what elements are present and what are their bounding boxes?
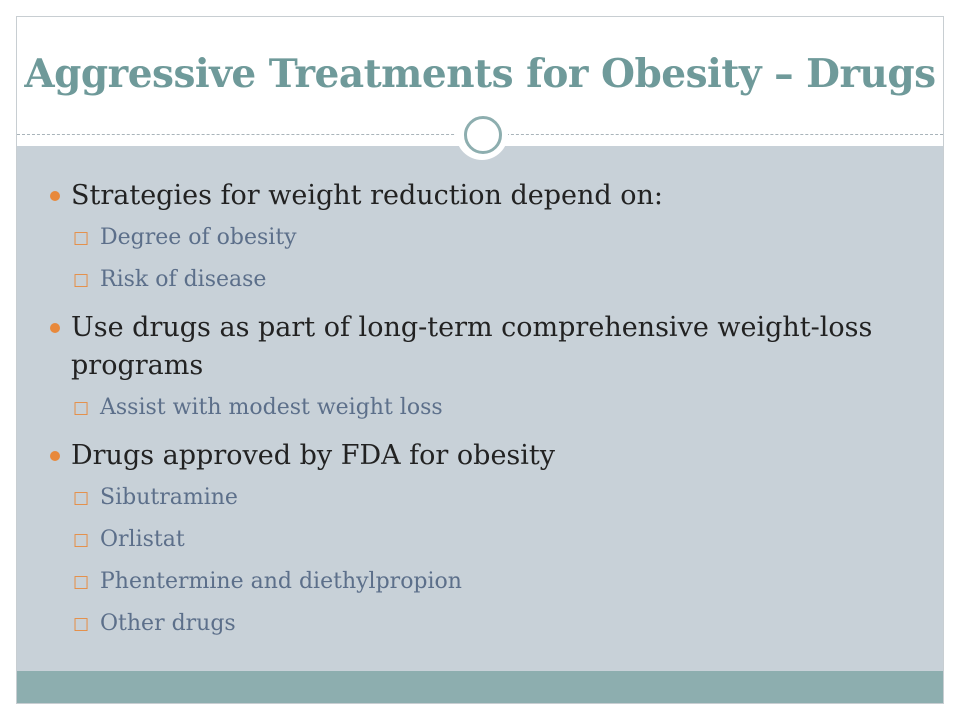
sub-bullet-group: □ Degree of obesity □ Risk of disease [17, 217, 943, 301]
bullet-text: Use drugs as part of long-term comprehen… [71, 312, 873, 381]
ring-ornament-icon [456, 108, 508, 160]
slide-title: Aggressive Treatments for Obesity – Drug… [24, 51, 936, 97]
bullet-item: Strategies for weight reduction depend o… [17, 177, 943, 215]
sub-bullet-group: □ Assist with modest weight loss [17, 387, 943, 429]
ring-inner [464, 116, 502, 154]
round-bullet-icon [50, 191, 60, 201]
bullet-item: Drugs approved by FDA for obesity [17, 437, 943, 475]
sub-bullet-text: Phentermine and diethylpropion [100, 569, 462, 594]
sub-bullet-item: □ Phentermine and diethylpropion [17, 561, 943, 603]
square-bullet-icon: □ [73, 572, 90, 592]
sub-bullet-item: □ Assist with modest weight loss [17, 387, 943, 429]
sub-bullet-item: □ Orlistat [17, 519, 943, 561]
sub-bullet-item: □ Other drugs [17, 603, 943, 645]
sub-bullet-item: □ Sibutramine [17, 477, 943, 519]
square-bullet-icon: □ [73, 488, 90, 508]
square-bullet-icon: □ [73, 270, 90, 290]
sub-bullet-item: □ Degree of obesity [17, 217, 943, 259]
slide: Aggressive Treatments for Obesity – Drug… [16, 16, 944, 704]
footer-band [17, 671, 943, 703]
square-bullet-icon: □ [73, 530, 90, 550]
sub-bullet-text: Orlistat [100, 527, 185, 552]
round-bullet-icon [50, 451, 60, 461]
round-bullet-icon [50, 323, 60, 333]
bullet-text: Drugs approved by FDA for obesity [71, 440, 556, 471]
content-area [17, 146, 943, 671]
square-bullet-icon: □ [73, 614, 90, 634]
sub-bullet-text: Risk of disease [100, 267, 267, 292]
sub-bullet-text: Sibutramine [100, 485, 238, 510]
square-bullet-icon: □ [73, 398, 90, 418]
sub-bullet-text: Degree of obesity [100, 225, 297, 250]
bullet-item: Use drugs as part of long-term comprehen… [17, 309, 943, 385]
square-bullet-icon: □ [73, 228, 90, 248]
sub-bullet-text: Other drugs [100, 611, 236, 636]
sub-bullet-item: □ Risk of disease [17, 259, 943, 301]
sub-bullet-group: □ Sibutramine □ Orlistat □ Phentermine a… [17, 477, 943, 645]
sub-bullet-text: Assist with modest weight loss [100, 395, 443, 420]
bullet-text: Strategies for weight reduction depend o… [71, 180, 663, 211]
bullet-list: Strategies for weight reduction depend o… [17, 177, 943, 645]
